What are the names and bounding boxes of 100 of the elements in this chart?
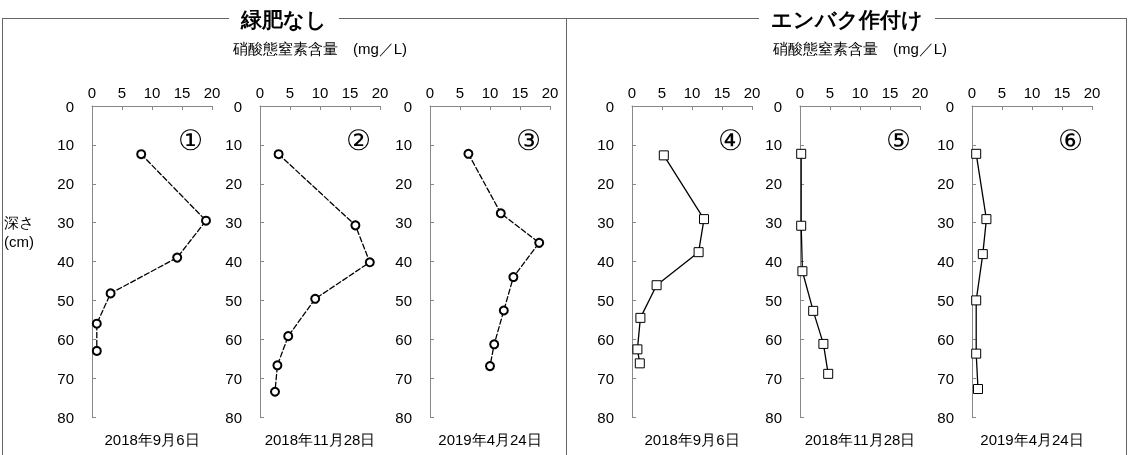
text: 2019年4月24日 <box>979 431 1085 450</box>
annotation: ③ <box>516 124 542 156</box>
y-tick-label: 70 <box>937 369 954 387</box>
point <box>495 208 506 219</box>
y-tick-label: 60 <box>395 330 412 348</box>
x-tick-label: 5 <box>117 84 127 101</box>
y-tick-label: 60 <box>765 330 782 348</box>
point <box>797 266 808 277</box>
point <box>201 215 211 226</box>
chart-title: エンバク作付け <box>758 8 935 31</box>
y-tick-label: 20 <box>937 175 954 193</box>
point <box>91 345 102 356</box>
y-tick-label: 20 <box>395 175 412 193</box>
point <box>534 237 545 248</box>
y-tick-label: 0 <box>65 97 74 115</box>
y-tick-label: 40 <box>225 253 242 270</box>
y-tick-label: 30 <box>597 214 614 232</box>
point <box>105 288 116 299</box>
y-tick-label: 60 <box>225 330 242 348</box>
y-tick-label: 70 <box>597 369 614 387</box>
annotation: ⑤ <box>886 124 912 156</box>
y-tick-label: 20 <box>57 175 74 193</box>
point <box>818 338 829 349</box>
x-tick-label: 5 <box>997 84 1007 101</box>
y-tick-label: 80 <box>395 408 412 426</box>
y-tick-label: 20 <box>765 175 782 193</box>
y-tick-label: 50 <box>57 291 74 309</box>
x-tick-label: 0 <box>967 84 977 101</box>
y-tick-label: 10 <box>57 136 74 154</box>
y-tick-label: 50 <box>765 291 782 309</box>
annotation: ④ <box>718 124 744 156</box>
annotation: ① <box>178 124 204 156</box>
point <box>508 272 519 283</box>
x-tick-label: 5 <box>657 84 667 101</box>
point <box>463 148 474 159</box>
text: 2019年4月24日 <box>437 431 543 450</box>
x-tick-label: 15 <box>511 84 529 101</box>
chart-title: 緑肥なし <box>229 8 339 31</box>
y-tick-label: 20 <box>225 175 242 193</box>
point <box>971 348 982 359</box>
x-tick-label: 0 <box>795 84 805 101</box>
x-axis-title: 硝酸態窒素含量 (mg／L) <box>771 40 949 59</box>
point <box>272 360 283 371</box>
point <box>971 148 982 159</box>
y-tick-label: 50 <box>395 291 412 309</box>
x-axis-title: 硝酸態窒素含量 (mg／L) <box>231 40 409 59</box>
y-tick-label: 60 <box>937 330 954 348</box>
y-tick-label: 70 <box>57 369 74 387</box>
x-tick-label: 0 <box>87 84 97 101</box>
point <box>498 305 509 316</box>
x-tick-label: 0 <box>425 84 435 101</box>
x-tick-label: 10 <box>1023 84 1041 101</box>
point <box>699 214 709 225</box>
point <box>981 214 992 225</box>
point <box>971 295 982 306</box>
y-tick-label: 50 <box>597 291 614 309</box>
y-tick-label: 50 <box>225 291 242 309</box>
point <box>136 149 147 160</box>
y-tick-label: 10 <box>597 136 614 154</box>
y-tick-label: 10 <box>225 136 242 154</box>
x-tick-label: 20 <box>541 84 559 101</box>
x-tick-label: 10 <box>481 84 499 101</box>
y-tick-label: 40 <box>395 253 412 270</box>
y-tick-label: 0 <box>605 97 614 115</box>
y-tick-label: 30 <box>395 214 412 232</box>
y-tick-label: 10 <box>395 136 412 154</box>
point <box>977 249 988 260</box>
text: 2018年11月28日 <box>263 431 377 450</box>
y-tick-label: 0 <box>773 97 782 115</box>
point <box>796 220 807 231</box>
x-tick-label: 10 <box>311 84 329 101</box>
point <box>808 305 819 316</box>
y-tick-label: 80 <box>597 408 614 426</box>
point <box>91 318 102 329</box>
x-tick-label: 20 <box>203 84 221 101</box>
y-tick-label: 30 <box>225 214 242 232</box>
point <box>273 149 284 160</box>
point <box>635 312 646 323</box>
point <box>350 220 361 231</box>
point <box>283 331 294 342</box>
y-tick-label: 40 <box>765 253 782 270</box>
x-tick-label: 20 <box>743 84 761 101</box>
text: 2018年11月28日 <box>803 431 917 450</box>
x-tick-label: 20 <box>371 84 389 101</box>
y-tick-label: 40 <box>57 253 74 270</box>
y-tick-label: 70 <box>395 369 412 387</box>
y-tick-label: 40 <box>597 253 614 270</box>
point <box>658 150 669 161</box>
y-tick-label: 80 <box>225 408 242 426</box>
point <box>364 257 375 268</box>
point <box>172 252 183 263</box>
y-tick-label: 10 <box>937 136 954 154</box>
y-tick-label: 70 <box>225 369 242 387</box>
y-tick-label: 70 <box>765 369 782 387</box>
x-tick-label: 20 <box>1083 84 1101 101</box>
x-tick-label: 15 <box>173 84 191 101</box>
y-tick-label: 60 <box>597 330 614 348</box>
y-tick-label: 50 <box>937 291 954 309</box>
point <box>651 280 662 291</box>
x-tick-label: 15 <box>713 84 731 101</box>
